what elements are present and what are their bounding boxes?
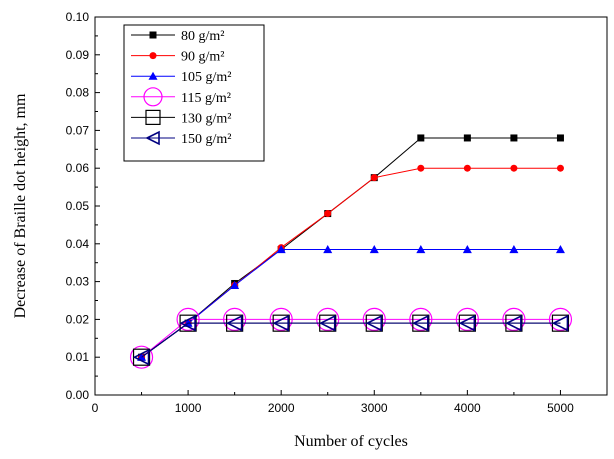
data-point [556, 164, 564, 172]
data-point [365, 314, 383, 332]
legend-marker [143, 87, 163, 107]
data-point [556, 134, 564, 142]
data-point [409, 307, 433, 331]
data-point [225, 314, 243, 332]
data-point [223, 307, 247, 331]
legend-marker [145, 130, 160, 146]
legend-item: 80 g/m² [131, 29, 224, 44]
data-point [417, 134, 425, 142]
data-point [272, 314, 289, 332]
series-line [141, 137, 561, 358]
data-point [324, 210, 332, 218]
series-1 [138, 164, 564, 361]
y-tick-label: 0.05 [66, 199, 90, 213]
legend-label: 130 g/m² [181, 111, 231, 126]
legend-label: 105 g/m² [181, 70, 231, 85]
x-axis-title: Number of cycles [294, 433, 408, 450]
legend-item: 150 g/m² [131, 130, 231, 147]
x-tick-label: 3000 [361, 401, 388, 415]
data-point [176, 307, 200, 331]
data-point [551, 314, 569, 332]
legend-label: 90 g/m² [181, 50, 224, 65]
legend-marker [145, 109, 161, 126]
y-axis-title: Decrease of Braille dot height, mm [12, 93, 29, 318]
data-point [555, 244, 565, 254]
data-point [458, 314, 476, 332]
data-point [316, 307, 340, 331]
y-tick-label: 0.00 [66, 388, 90, 402]
series-line [141, 322, 561, 358]
series-line [141, 248, 561, 358]
data-point [269, 307, 293, 331]
axes-ticks: 0.00 0.01 0.02 0.03 0.04 0.05 0.06 0.07 0.08 0.09… [66, 10, 608, 415]
x-tick-label: 1000 [175, 401, 202, 415]
data-point [230, 280, 240, 289]
data-point [455, 307, 479, 331]
y-tick-label: 0.02 [66, 312, 90, 326]
series-layer [129, 134, 573, 369]
series-5 [132, 314, 569, 366]
data-point [323, 244, 333, 254]
y-tick-label: 0.08 [66, 86, 90, 100]
x-tick-label: 2000 [268, 401, 295, 415]
series-line [141, 322, 561, 358]
y-tick-label: 0.07 [66, 123, 90, 137]
data-point [505, 314, 522, 332]
data-point [463, 134, 471, 142]
data-point [548, 307, 573, 331]
data-point [510, 134, 518, 142]
data-point [370, 174, 378, 182]
data-point [318, 314, 336, 332]
data-point [179, 314, 196, 332]
legend-marker [149, 52, 157, 60]
legend-item: 90 g/m² [131, 50, 224, 65]
data-point [412, 314, 429, 332]
y-tick-label: 0.04 [66, 237, 90, 251]
legend-item: 130 g/m² [131, 109, 231, 126]
series-line [141, 167, 561, 358]
data-point [416, 244, 426, 254]
legend-marker [148, 71, 158, 80]
data-point [276, 244, 286, 254]
legend-label: 150 g/m² [181, 132, 231, 147]
y-tick-label: 0.01 [66, 350, 90, 364]
legend-item: 115 g/m² [131, 87, 231, 107]
y-tick-label: 0.10 [66, 10, 90, 24]
data-point [362, 307, 386, 331]
series-line [141, 318, 561, 358]
data-point [129, 345, 154, 369]
y-tick-label: 0.03 [66, 275, 90, 289]
legend-label: 115 g/m² [181, 91, 231, 106]
data-point [369, 244, 379, 254]
data-point [463, 164, 471, 172]
series-2 [137, 244, 565, 361]
legend-label: 80 g/m² [181, 29, 224, 44]
legend-item: 105 g/m² [131, 70, 231, 85]
y-tick-label: 0.06 [66, 161, 90, 175]
legend: 80 g/m² 90 g/m² 105 g/m² 115 g/m² 130 g/m² 15… [123, 24, 265, 162]
legend-marker [149, 31, 157, 39]
data-point [502, 307, 526, 331]
data-point [132, 348, 150, 366]
y-tick-label: 0.09 [66, 48, 90, 62]
data-point [417, 164, 425, 172]
data-point [462, 244, 472, 254]
data-point [510, 164, 518, 172]
x-tick-label: 4000 [454, 401, 481, 415]
data-point [509, 244, 519, 254]
series-3 [129, 307, 573, 369]
x-tick-label: 0 [92, 401, 99, 415]
x-tick-label: 5000 [547, 401, 574, 415]
